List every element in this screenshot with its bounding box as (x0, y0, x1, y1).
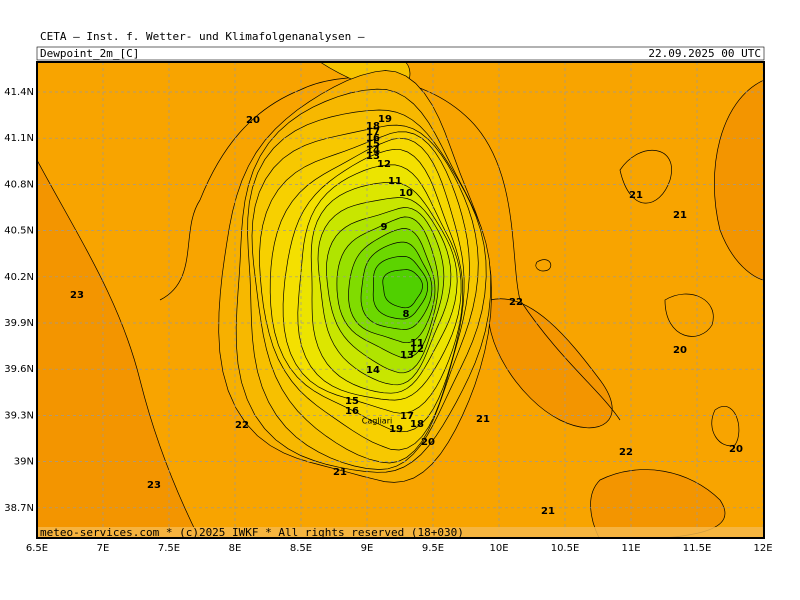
contour-label: 23 (147, 480, 161, 491)
x-axis-label: 9E (361, 543, 374, 554)
contour-label: 8 (403, 309, 410, 320)
y-axis-label: 39.3N (4, 410, 34, 421)
contour-fill (382, 269, 423, 309)
contour-label: 19 (389, 424, 403, 435)
contour-label: 15 (366, 139, 380, 150)
y-axis-label: 41.4N (4, 87, 34, 98)
contour-label: 14 (366, 365, 380, 376)
island-contours (218, 70, 492, 483)
header-title: CETA — Inst. f. Wetter- und Klimafolgena… (40, 30, 365, 43)
contour-label: 21 (541, 506, 555, 517)
contour-label: 16 (366, 133, 380, 144)
contour-label: 20 (246, 115, 260, 126)
contour-label: 14 (366, 145, 380, 156)
contour-label: 11 (410, 338, 424, 349)
footer-text: meteo-services.com * (c)2025 IWKF * All … (40, 526, 464, 539)
x-axis-label: 8.5E (290, 543, 312, 554)
footer-bar (37, 527, 764, 538)
x-axis-label: 8E (229, 543, 242, 554)
contour-label: 12 (377, 159, 391, 170)
header-bar (36, 46, 765, 61)
contour-label: 22 (619, 447, 633, 458)
contour-label: 18 (366, 121, 380, 132)
x-axis-label: 10E (489, 543, 508, 554)
contour-label: 10 (399, 188, 413, 199)
x-axis-label: 12E (753, 543, 772, 554)
contour-label: 21 (673, 210, 687, 221)
x-axis-label: 10.5E (551, 543, 580, 554)
dark-region (714, 79, 764, 281)
x-axis-label: 7E (97, 543, 110, 554)
contour-label: 15 (345, 396, 359, 407)
contour-label: 17 (400, 411, 414, 422)
contour-label: 11 (388, 176, 402, 187)
plot-area: meteo-services.com * (c)2025 IWKF * All … (37, 62, 764, 539)
city-label: Cagliari (362, 417, 392, 426)
contour-label: 21 (333, 467, 347, 478)
contour-label: 23 (70, 290, 84, 301)
dark-region (488, 298, 613, 429)
x-axis-label: 6.5E (26, 543, 48, 554)
contour-label: 16 (345, 406, 359, 417)
contour-label: 18 (410, 419, 424, 430)
grid (37, 62, 764, 538)
x-axis-label: 11.5E (683, 543, 712, 554)
contour-label: 21 (476, 414, 490, 425)
x-axis-label: 9.5E (422, 543, 444, 554)
y-axis-label: 41.1N (4, 133, 34, 144)
contour-label: 22 (509, 297, 523, 308)
y-axis-label: 40.5N (4, 226, 34, 237)
contour-label: 13 (366, 151, 380, 162)
contour-label: 22 (235, 420, 249, 431)
field-name: Dewpoint_2m_[C] (40, 47, 139, 60)
plot-frame (36, 61, 765, 539)
contour-line (159, 77, 621, 421)
contour-label: 17 (366, 127, 380, 138)
contour-label: 19 (378, 114, 392, 125)
contour-label: 12 (410, 344, 424, 355)
contour-label: 21 (629, 190, 643, 201)
x-axis-label: 7.5E (158, 543, 180, 554)
y-axis-label: 38.7N (4, 503, 34, 514)
contour-label: 20 (421, 437, 435, 448)
contour-line (535, 149, 740, 447)
valid-date: 22.09.2025 00 UTC (648, 47, 761, 60)
contour-label: 9 (381, 222, 388, 233)
contour-label: 13 (400, 350, 414, 361)
y-axis-label: 39N (14, 457, 34, 468)
x-axis-label: 11E (621, 543, 640, 554)
dark-region (590, 469, 726, 538)
y-axis-label: 39.9N (4, 318, 34, 329)
y-axis-label: 39.6N (4, 364, 34, 375)
y-axis-label: 40.8N (4, 179, 34, 190)
y-axis-label: 40.2N (4, 272, 34, 283)
contour-label: 20 (729, 444, 743, 455)
contour-label: 20 (673, 345, 687, 356)
